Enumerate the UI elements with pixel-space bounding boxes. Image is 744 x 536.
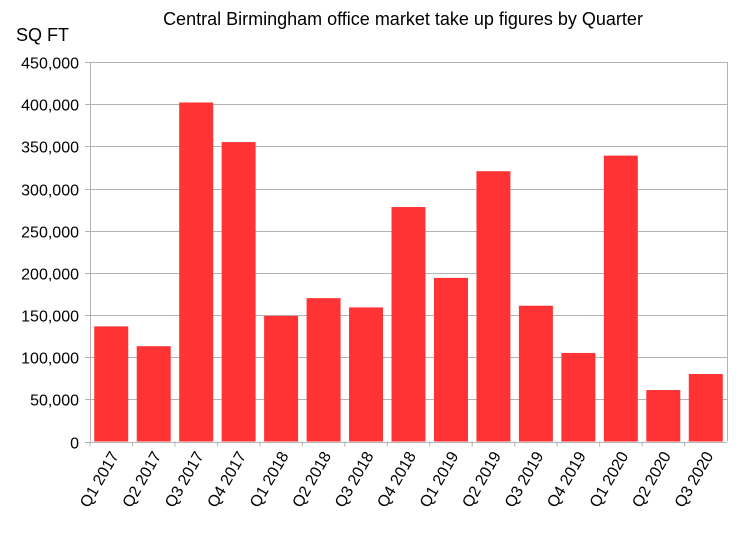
bar	[476, 171, 511, 442]
bars	[94, 102, 723, 442]
y-tick-label: 250,000	[21, 225, 79, 242]
y-tick-label: 450,000	[21, 56, 79, 73]
y-tick-label: 0	[70, 436, 79, 453]
y-axis-ticks: 0 50,000 100,000 150,000 200,000 250,000 300,0…	[21, 56, 79, 453]
y-tick-label: 350,000	[21, 140, 79, 157]
bar	[518, 305, 553, 442]
x-tick-label: Q4 2017	[205, 449, 250, 511]
y-tick-label: 200,000	[21, 267, 79, 284]
x-tick-label: Q1 2018	[247, 449, 292, 511]
y-tick-label: 400,000	[21, 98, 79, 115]
bar	[646, 390, 681, 442]
x-tick-label: Q2 2019	[459, 449, 504, 511]
y-tick-label: 150,000	[21, 309, 79, 326]
bar	[603, 155, 638, 442]
bar	[221, 142, 256, 442]
x-tick-label: Q4 2018	[375, 449, 420, 511]
bar	[688, 374, 723, 442]
y-tick-label: 300,000	[21, 183, 79, 200]
x-tick-label: Q1 2017	[77, 449, 122, 511]
bar	[561, 352, 596, 442]
bar	[179, 102, 214, 442]
bar	[136, 346, 171, 442]
x-tick-label: Q4 2019	[544, 449, 589, 511]
x-tick-label: Q2 2020	[629, 449, 674, 511]
bar	[391, 207, 426, 442]
x-tick-label: Q3 2019	[502, 449, 547, 511]
bar	[94, 326, 129, 442]
y-axis-label: SQ FT	[16, 25, 69, 45]
x-tick-label: Q1 2019	[417, 449, 462, 511]
x-tick-label: Q3 2017	[162, 449, 207, 511]
bar	[349, 307, 384, 442]
bar	[264, 315, 299, 442]
y-tick-label: 50,000	[30, 393, 79, 410]
y-tick-label: 100,000	[21, 351, 79, 368]
x-tick-label: Q3 2018	[332, 449, 377, 511]
x-tick-label: Q3 2020	[672, 449, 717, 511]
bar	[306, 298, 341, 442]
x-tick-label: Q2 2018	[290, 449, 335, 511]
x-tick-label: Q1 2020	[587, 449, 632, 511]
bar	[433, 277, 468, 442]
chart-title: Central Birmingham office market take up…	[163, 9, 643, 29]
x-tick-label: Q2 2017	[120, 449, 165, 511]
